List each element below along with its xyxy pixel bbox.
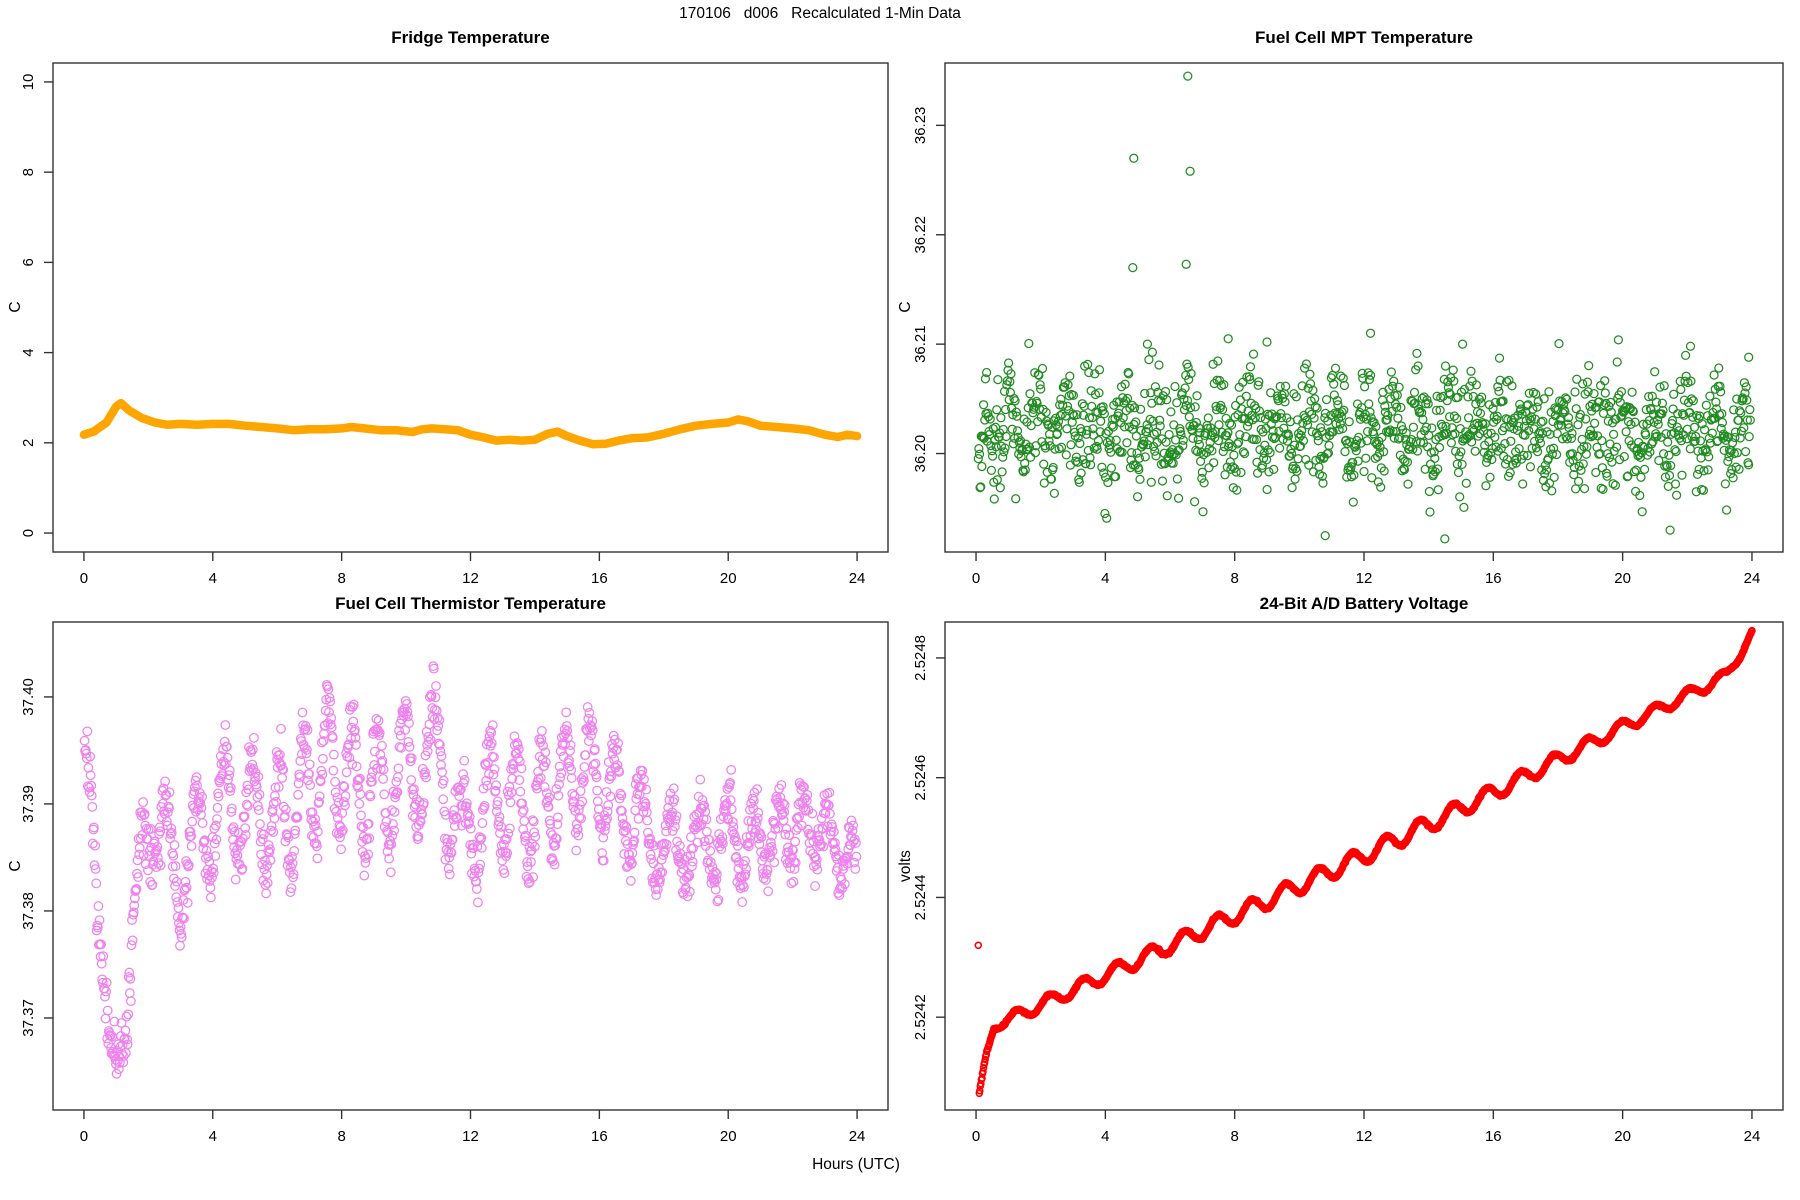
x-tick-label: 12 <box>462 1128 479 1145</box>
x-tick-label: 24 <box>849 570 866 587</box>
x-tick-label: 0 <box>80 570 88 587</box>
y-tick-label: 2.5244 <box>912 874 929 920</box>
x-tick-label: 16 <box>1485 1128 1502 1145</box>
x-tick-label: 12 <box>1356 1128 1373 1145</box>
panel-fuel-cell-thermistor-temperature: 0 4 8 12 16 20 24 37.37 37.38 37.39 37.40 <box>20 621 889 1145</box>
plot-box <box>944 621 1784 1111</box>
y-tick-label: 36.22 <box>912 216 929 254</box>
y-tick-label: 2.5248 <box>912 635 929 681</box>
y-tick-label: 36.21 <box>912 325 929 363</box>
x-tick-label: 0 <box>972 570 980 587</box>
x-tick-label: 20 <box>720 1128 737 1145</box>
outlier-point <box>1129 153 1139 163</box>
x-tick-label: 12 <box>1356 570 1373 587</box>
panel-title-fuel-cell-thermistor-temperature: Fuel Cell Thermistor Temperature <box>335 594 606 613</box>
outlier-point <box>1320 530 1330 541</box>
x-tick-label: 20 <box>1614 1128 1631 1145</box>
x-tick-label: 24 <box>1744 1128 1761 1145</box>
x-tick-label: 16 <box>1485 570 1502 587</box>
panel-fuel-cell-mpt-temperature: 0 4 8 12 16 20 24 36.20 36.21 36.22 36.23 <box>912 62 1784 587</box>
x-tick-label: 4 <box>209 1128 217 1145</box>
x-tick-label: 8 <box>1231 570 1239 587</box>
outlier-point <box>1181 259 1191 269</box>
panel-24-bit-a-d-battery-voltage: 0 4 8 12 16 20 24 2.5242 2.5244 2.5246 2.5248 <box>912 621 1784 1145</box>
outlier-point <box>1365 328 1376 338</box>
y-tick-label: 2 <box>20 439 37 447</box>
outlier-point <box>1457 339 1468 349</box>
x-tick-label: 16 <box>591 1128 608 1145</box>
fridge-temperature-line <box>79 398 862 449</box>
x-tick-label: 0 <box>80 1128 88 1145</box>
panel-title-fridge-temperature: Fridge Temperature <box>391 28 550 47</box>
scatter-series <box>973 71 1755 544</box>
y-tick-label: 37.39 <box>20 785 37 823</box>
y-tick-label: 36.20 <box>912 435 929 473</box>
outlier-point <box>974 941 983 950</box>
x-tick-label: 12 <box>462 570 479 587</box>
x-tick-label: 20 <box>1614 570 1631 587</box>
y-tick-label: 8 <box>20 168 37 176</box>
y-tick-label: 2.5246 <box>912 755 929 801</box>
y-tick-label: 10 <box>20 74 37 91</box>
outlier-point <box>1142 339 1153 349</box>
plot-box <box>52 62 889 553</box>
outlier-point <box>1223 334 1233 344</box>
y-tick-label: 37.38 <box>20 892 37 930</box>
x-tick-label: 4 <box>209 570 217 587</box>
y-tick-label: 37.37 <box>20 999 37 1037</box>
plot-box <box>944 62 1784 553</box>
y-tick-label: 2.5242 <box>912 994 929 1040</box>
outlier-point <box>1185 166 1195 176</box>
main-title: 170106 d006 Recalculated 1-Min Data <box>679 5 961 22</box>
x-tick-label: 8 <box>337 1128 345 1145</box>
x-tick-label: 4 <box>1101 1128 1109 1145</box>
y-tick-label: 0 <box>20 529 37 537</box>
outlier-point <box>1128 262 1138 273</box>
x-axis-label-hours-utc: Hours (UTC) <box>812 1156 900 1173</box>
x-tick-label: 8 <box>1231 1128 1239 1145</box>
panel-title-fuel-cell-mpt-temperature: Fuel Cell MPT Temperature <box>1255 28 1473 47</box>
scatter-series <box>974 626 1756 1098</box>
x-tick-label: 20 <box>720 570 737 587</box>
x-tick-label: 0 <box>972 1128 980 1145</box>
panel-title-24bit-ad-battery-voltage: 24-Bit A/D Battery Voltage <box>1259 594 1469 613</box>
x-tick-label: 16 <box>591 570 608 587</box>
outlier-point <box>1262 337 1272 347</box>
x-tick-label: 24 <box>1744 570 1761 587</box>
y-tick-label: 37.40 <box>20 678 37 716</box>
x-tick-label: 4 <box>1101 570 1109 587</box>
x-tick-label: 24 <box>849 1128 866 1145</box>
y-tick-label: 36.23 <box>912 107 929 145</box>
outlier-point <box>1744 352 1754 362</box>
y-tick-label: 4 <box>20 348 37 356</box>
outlier-point <box>1183 71 1193 81</box>
y-tick-label: 6 <box>20 258 37 266</box>
scatter-series <box>79 661 862 1079</box>
outlier-point <box>1685 341 1696 351</box>
outlier-point <box>1440 534 1450 544</box>
x-tick-label: 8 <box>337 570 345 587</box>
